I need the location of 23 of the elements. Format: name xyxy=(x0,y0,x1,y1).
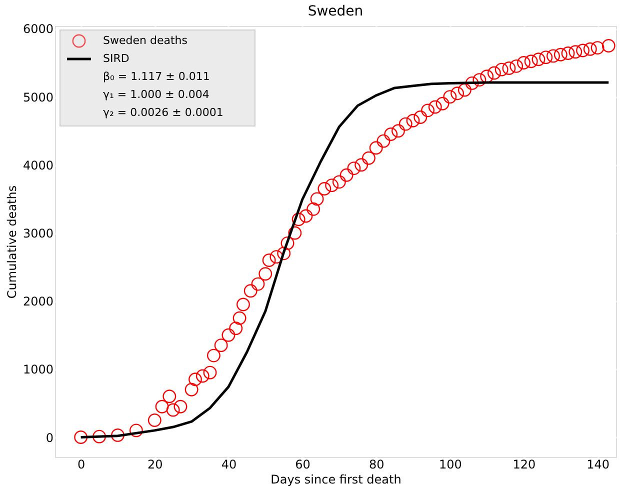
x-tick-label: 100 xyxy=(438,458,462,472)
x-tick-label: 60 xyxy=(295,458,310,472)
y-tick-label: 0 xyxy=(46,430,54,445)
y-tick-label: 2000 xyxy=(22,294,54,309)
chart-title: Sweden xyxy=(308,4,364,20)
y-axis-title: Cumulative deaths xyxy=(4,185,19,299)
x-tick-label: 20 xyxy=(148,458,163,472)
legend-label: Sweden deaths xyxy=(103,34,188,47)
x-tick-label: 0 xyxy=(78,458,86,472)
annotation: γ₂ = 0.0026 ± 0.0001 xyxy=(103,106,224,119)
annotation: β₀ = 1.117 ± 0.011 xyxy=(103,70,210,83)
x-axis-title: Days since first death xyxy=(270,472,402,486)
y-tick-label: 1000 xyxy=(22,362,54,377)
y-tick-label: 6000 xyxy=(22,22,54,36)
x-tick-label: 80 xyxy=(368,458,384,472)
x-tick-label: 120 xyxy=(512,458,536,472)
x-tick-label: 140 xyxy=(586,458,610,472)
x-tick-label: 40 xyxy=(221,458,237,472)
legend-label: SIRD xyxy=(103,52,130,65)
y-tick-label: 3000 xyxy=(22,226,54,240)
y-tick-label: 5000 xyxy=(22,90,54,104)
y-tick-label: 4000 xyxy=(22,158,54,172)
annotation: γ₁ = 1.000 ± 0.004 xyxy=(103,88,210,101)
